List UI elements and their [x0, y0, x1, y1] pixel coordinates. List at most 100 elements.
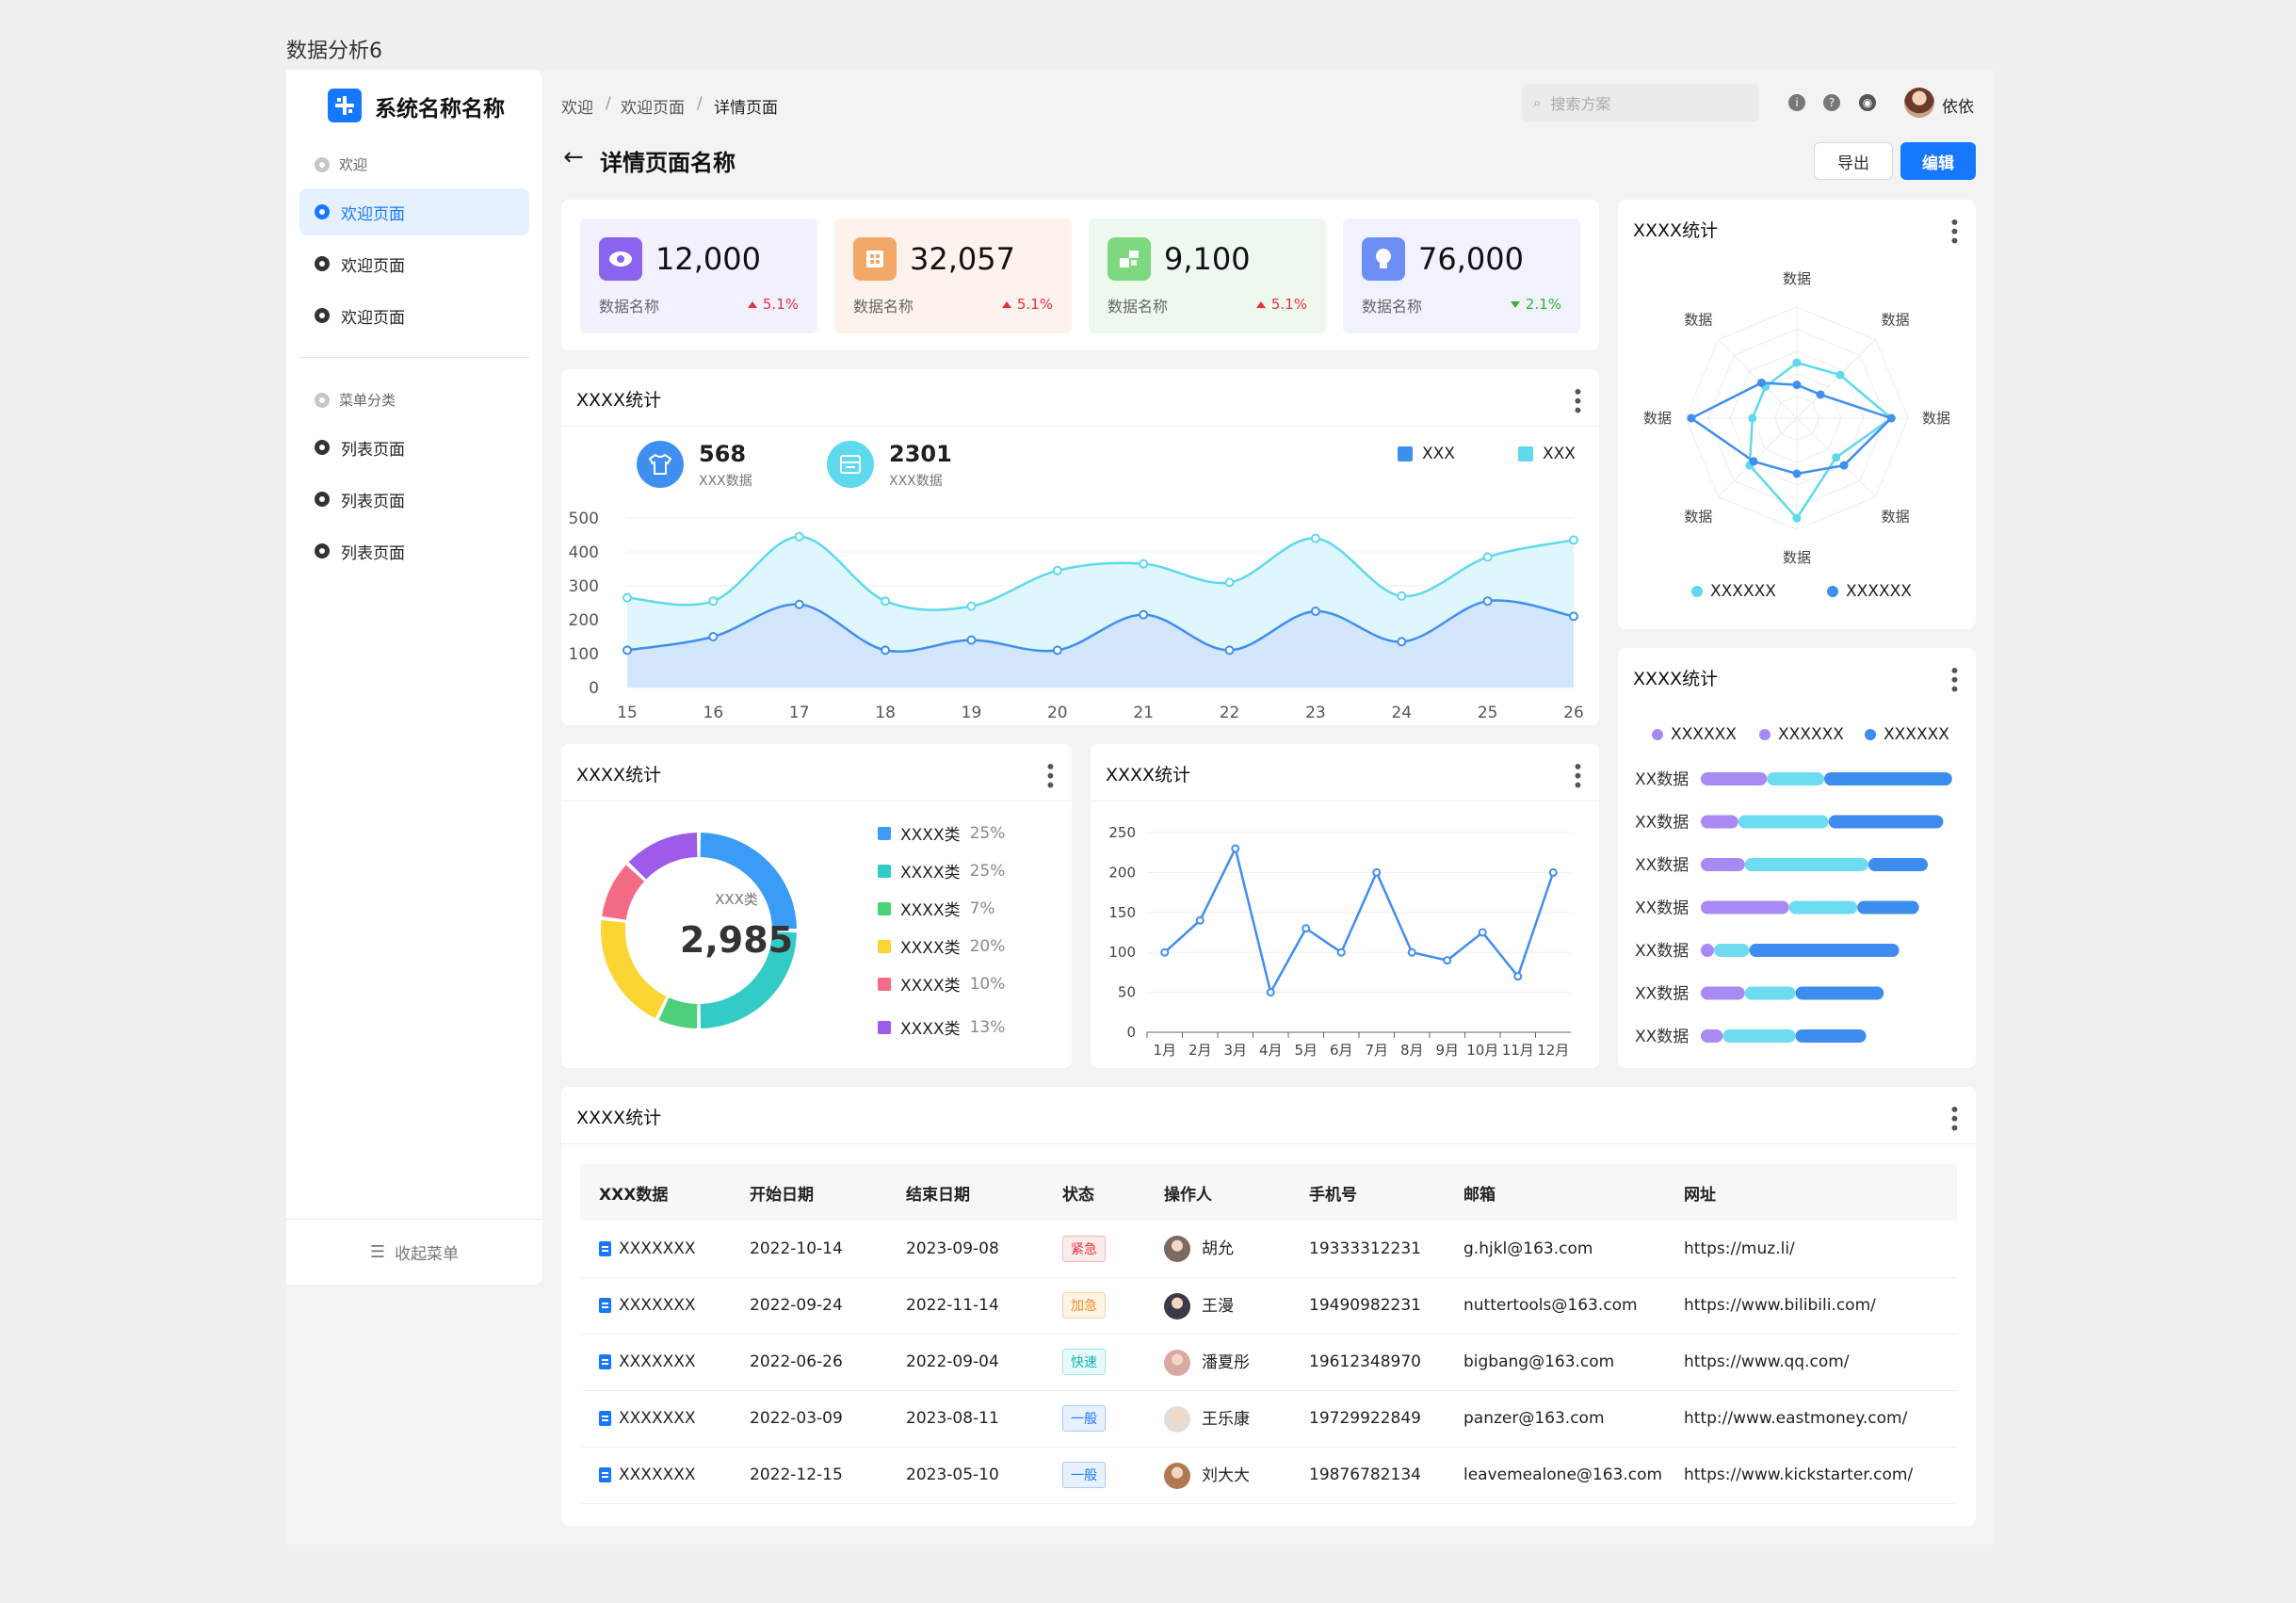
sidebar-group-welcome: 欢迎	[315, 154, 367, 174]
sidebar-item-welcome-3[interactable]: 欢迎页面	[299, 292, 529, 339]
column-header[interactable]: 开始日期	[731, 1164, 887, 1221]
x-tick-label: 10月	[1466, 1042, 1498, 1059]
cell-operator: 潘夏彤	[1145, 1334, 1290, 1391]
user-name[interactable]: 依依	[1942, 98, 1974, 117]
breadcrumb-item-2[interactable]: 欢迎页面	[621, 99, 685, 118]
data-point	[623, 592, 632, 603]
legend-item[interactable]: XXX	[1518, 445, 1576, 463]
sidebar-item-welcome-2[interactable]: 欢迎页面	[299, 240, 529, 287]
legend-item[interactable]: XXXX类 20%	[878, 934, 1005, 958]
cell-end-date: 2023-05-10	[887, 1447, 1043, 1504]
user-avatar[interactable]	[1904, 88, 1934, 118]
x-tick-label: 24	[1391, 704, 1412, 722]
data-point	[1513, 972, 1523, 981]
column-header[interactable]: 手机号	[1290, 1164, 1445, 1221]
cell-phone: 19612348970	[1290, 1334, 1445, 1391]
page-title: 详情页面名称	[600, 150, 736, 176]
cell-status: 快速	[1043, 1334, 1145, 1391]
search-input[interactable]: ⌕ 搜索方案	[1522, 84, 1759, 121]
y-tick-label: 300	[569, 577, 599, 596]
edit-button[interactable]: 编辑	[1900, 142, 1976, 180]
info-icon[interactable]: i	[1788, 94, 1805, 111]
table-row[interactable]: XXXXXXX 2022-06-26 2022-09-04 快速 潘夏彤 19612348…	[580, 1334, 1957, 1391]
radar-axis	[1718, 339, 1798, 419]
bulb-icon	[1362, 237, 1405, 281]
bar-segment	[1701, 944, 1715, 957]
collapse-menu-button[interactable]: ☰ 收起菜单	[286, 1219, 542, 1285]
cell-email: bigbang@163.com	[1445, 1334, 1665, 1391]
legend-item[interactable]: XXX	[1398, 445, 1455, 463]
github-icon[interactable]: ◉	[1859, 94, 1876, 111]
legend-item[interactable]: XXXXXX	[1865, 725, 1949, 744]
radar-point	[1792, 469, 1802, 478]
sidebar-group-menu: 菜单分类	[315, 390, 396, 410]
cell-email: leavemealone@163.com	[1445, 1447, 1665, 1504]
radar-point	[1792, 513, 1802, 523]
legend-item[interactable]: XXXX类 10%	[878, 972, 1005, 996]
cell-url[interactable]: https://www.qq.com/	[1665, 1334, 1957, 1391]
eye-icon	[599, 237, 642, 281]
legend-percent: 13%	[969, 1017, 1006, 1037]
welcome-icon	[315, 256, 330, 271]
sidebar: 系统名称名称 欢迎 欢迎页面 欢迎页面 欢迎页面 菜单分类 列表页面 列表页面 …	[286, 70, 542, 1285]
cell-url[interactable]: https://www.bilibili.com/	[1665, 1277, 1957, 1335]
table-row[interactable]: XXXXXXX 2022-10-14 2023-09-08 紧急 胡允 193333122…	[580, 1221, 1957, 1278]
export-button[interactable]: 导出	[1814, 142, 1893, 180]
legend-item[interactable]: XXXX类 25%	[878, 859, 1005, 882]
up-arrow-icon	[1001, 300, 1011, 308]
sidebar-item-list-3[interactable]: 列表页面	[299, 527, 529, 575]
app-name: 系统名称名称	[375, 97, 505, 121]
cell-phone: 19333312231	[1290, 1221, 1445, 1278]
column-header[interactable]: XXX数据	[580, 1164, 731, 1221]
data-point	[1336, 947, 1346, 957]
legend-item[interactable]: XXXXXX	[1827, 582, 1912, 601]
search-icon: ⌕	[1533, 94, 1542, 111]
status-badge: 加急	[1062, 1292, 1106, 1319]
data-point	[1160, 947, 1170, 957]
y-tick-label: 0	[1126, 1024, 1136, 1041]
column-header[interactable]: 状态	[1043, 1164, 1145, 1221]
cell-start-date: 2022-09-24	[731, 1277, 887, 1335]
column-header[interactable]: 网址	[1665, 1164, 1957, 1221]
legend-item[interactable]: XXXX类 25%	[878, 821, 1005, 845]
kpi-change: 5.1%	[1001, 296, 1053, 313]
column-header[interactable]: 操作人	[1145, 1164, 1290, 1221]
column-header[interactable]: 结束日期	[887, 1164, 1043, 1221]
x-tick-label: 5月	[1294, 1042, 1318, 1059]
donut-slice	[628, 833, 698, 880]
legend-label: XXXX类	[900, 977, 961, 996]
radar-point	[1749, 457, 1758, 466]
legend-item[interactable]: XXXX类 7%	[878, 897, 995, 920]
bar-segment	[1701, 986, 1745, 1000]
legend-item[interactable]: XXXXXX	[1652, 725, 1737, 744]
table-row[interactable]: XXXXXXX 2022-09-24 2022-11-14 加急 王漫 194909822…	[580, 1277, 1957, 1335]
table-row[interactable]: XXXXXXX 2022-12-15 2023-05-10 一般 刘大大 19876782…	[580, 1447, 1957, 1504]
legend-swatch	[1398, 446, 1413, 461]
back-arrow-icon[interactable]: ←	[563, 143, 584, 171]
data-table: XXX数据 开始日期 结束日期 状态 操作人 手机号 邮箱 网址 XXXXXXX 2022-10…	[580, 1164, 1957, 1504]
sidebar-item-list-2[interactable]: 列表页面	[299, 476, 529, 523]
cell-url[interactable]: http://www.eastmoney.com/	[1665, 1390, 1957, 1448]
column-header[interactable]: 邮箱	[1445, 1164, 1665, 1221]
legend-swatch	[878, 939, 891, 953]
data-point	[1397, 637, 1407, 647]
table-row[interactable]: XXXXXXX 2022-03-09 2023-08-11 一般 王乐康 19729922…	[580, 1390, 1957, 1448]
sidebar-item-list-1[interactable]: 列表页面	[299, 424, 529, 471]
legend-item[interactable]: XXXXXX	[1691, 582, 1776, 601]
cell-email: nuttertools@163.com	[1445, 1277, 1665, 1335]
x-tick-label: 26	[1563, 704, 1584, 722]
sidebar-item-welcome-1[interactable]: 欢迎页面	[299, 188, 529, 235]
cell-url[interactable]: https://muz.li/	[1665, 1221, 1957, 1278]
cell-url[interactable]: https://www.kickstarter.com/	[1665, 1447, 1957, 1504]
legend-percent: 25%	[969, 861, 1006, 881]
legend-item[interactable]: XXXX类 13%	[878, 1015, 1005, 1039]
legend-percent: 20%	[969, 936, 1006, 956]
bar-chart-card: XXXX统计 ••• XXXXXX XXXXXX XXXXXX XX数据 XX数据…	[1618, 648, 1976, 1068]
more-icon[interactable]: •••	[1943, 1104, 1965, 1132]
help-icon[interactable]: ?	[1823, 94, 1840, 111]
radar-point	[1756, 378, 1766, 387]
bar-segment	[1714, 944, 1750, 957]
kpi-label: 数据名称	[1362, 298, 1423, 316]
breadcrumb-item-1[interactable]: 欢迎	[561, 99, 593, 118]
legend-item[interactable]: XXXXXX	[1759, 725, 1844, 744]
